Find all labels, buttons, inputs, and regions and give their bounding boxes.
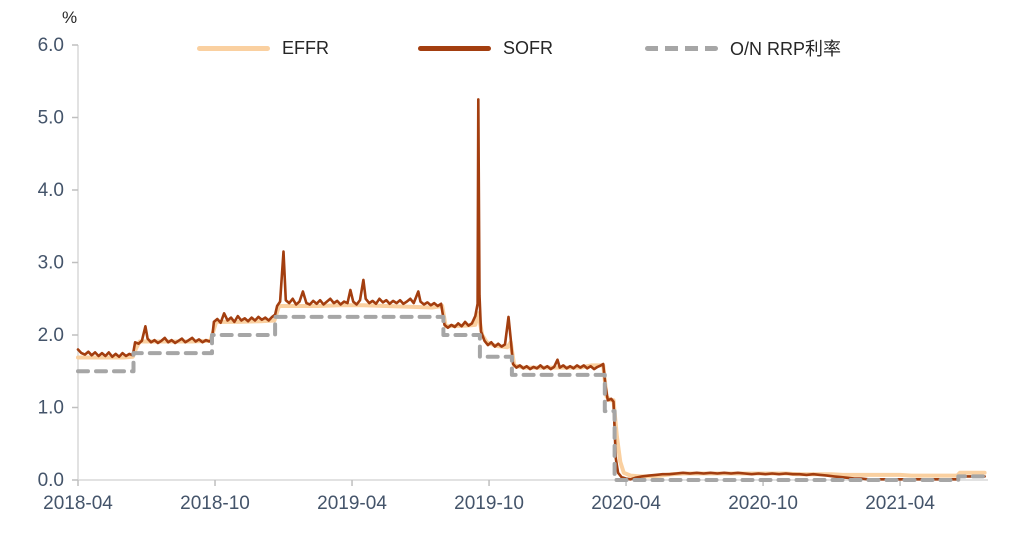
effr-line-swatch (197, 45, 270, 51)
x-tick-label: 2020-04 (591, 493, 661, 514)
x-tick-label: 2018-10 (180, 493, 250, 514)
on-rrp-line-swatch (645, 45, 718, 51)
y-tick-label: 5.0 (38, 108, 64, 129)
y-tick-label: 0.0 (38, 470, 64, 491)
effr-line (76, 303, 987, 479)
sofr-line-swatch (418, 45, 491, 51)
y-axis-unit-label: % (62, 8, 78, 27)
x-tick-label: 2021-04 (865, 493, 935, 514)
sofr-line (76, 98, 986, 481)
legend-label-effr: EFFR (282, 37, 329, 58)
legend-label-on-rrp: O/N RRP利率 (730, 39, 842, 59)
y-tick-label: 4.0 (38, 180, 64, 201)
legend-item-sofr: SOFR (418, 36, 553, 60)
y-tick-label: 2.0 (38, 325, 64, 346)
x-tick-label: 2019-04 (317, 493, 387, 514)
x-tick-label: 2019-10 (454, 493, 524, 514)
legend: EFFR SOFR O/N RRP利率 (0, 0, 1010, 70)
on-rrp-line (76, 314, 987, 482)
y-tick-label: 1.0 (38, 398, 64, 419)
legend-item-on-rrp: O/N RRP利率 (645, 36, 841, 60)
legend-label-sofr: SOFR (503, 37, 554, 58)
y-tick-label: 6.0 (38, 35, 64, 56)
y-tick-label: 3.0 (38, 253, 64, 274)
x-tick-label: 2018-04 (43, 493, 113, 514)
x-tick-label: 2020-10 (728, 493, 798, 514)
legend-item-effr: EFFR (197, 36, 329, 60)
